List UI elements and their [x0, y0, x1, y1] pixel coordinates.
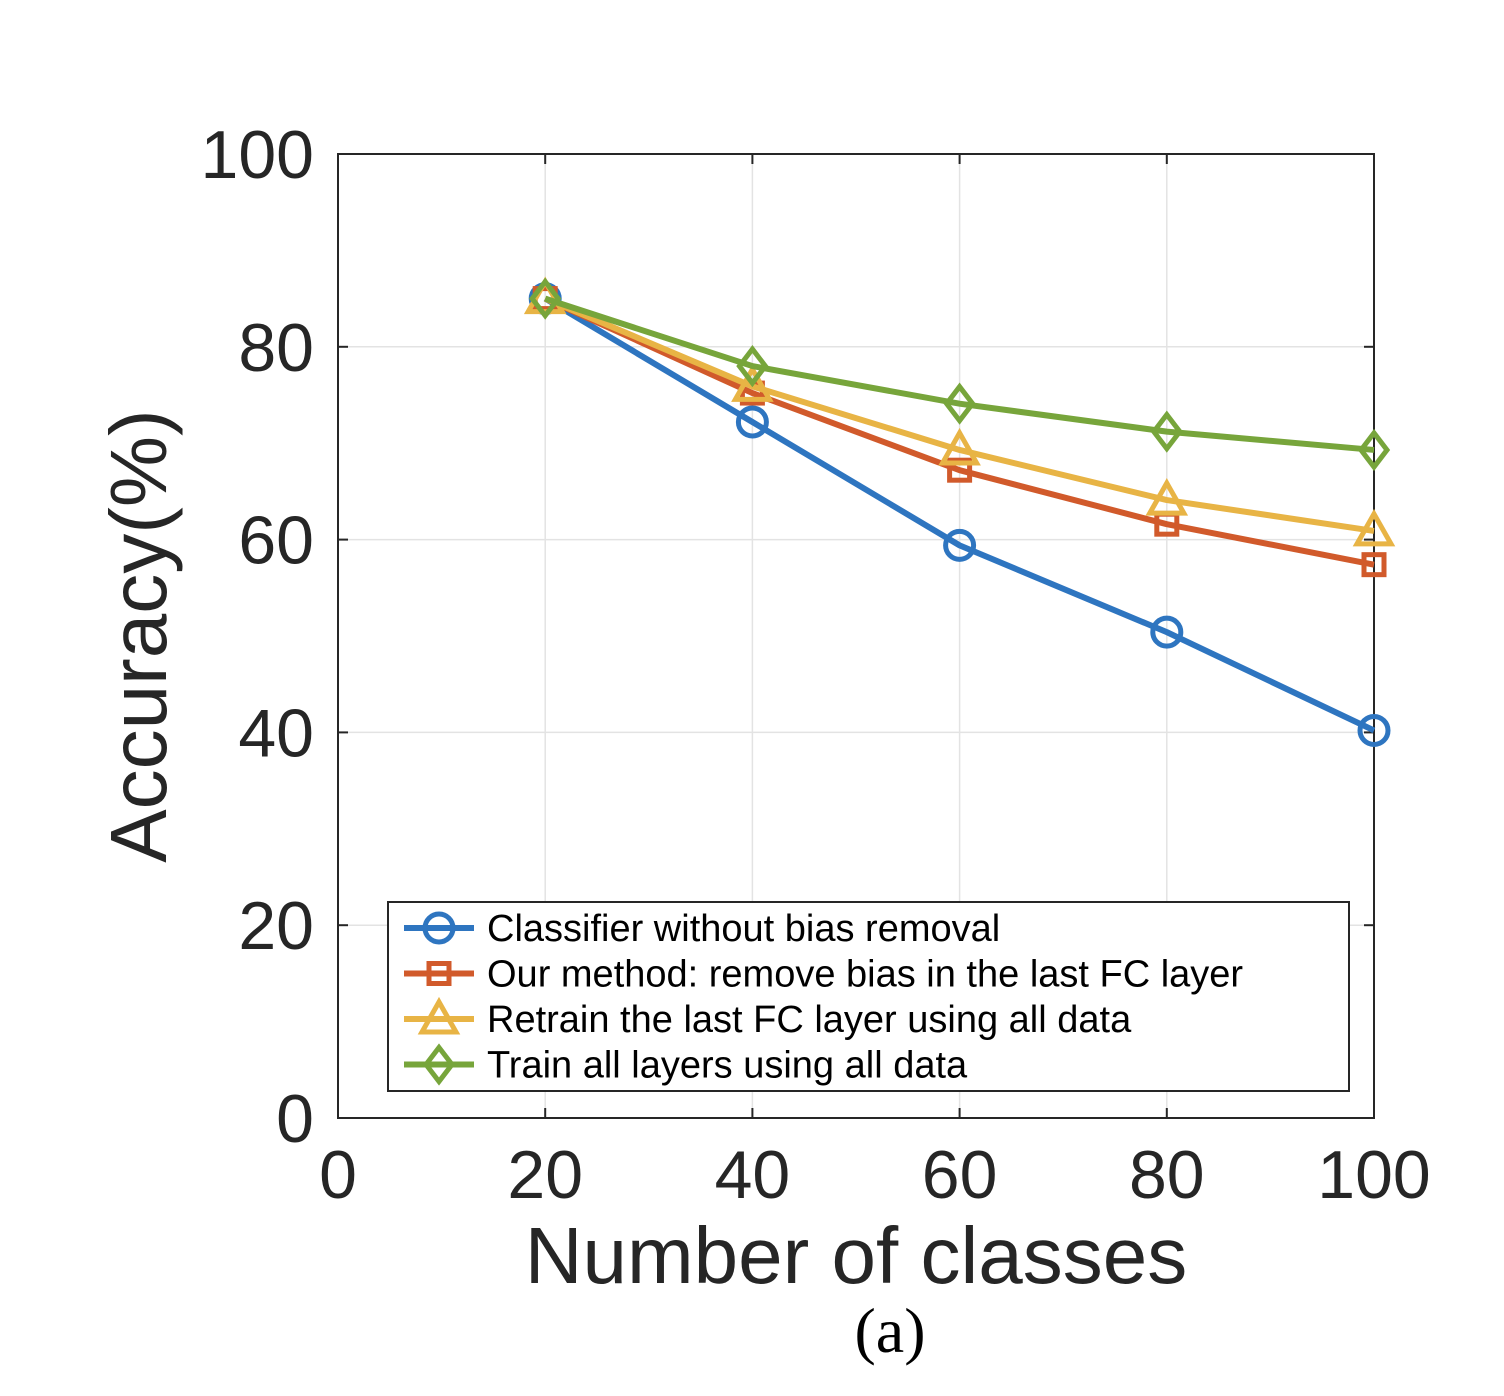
x-tick-label: 100 — [1317, 1137, 1430, 1213]
y-tick-label: 100 — [201, 117, 314, 193]
data-point — [1150, 410, 1183, 453]
data-point — [1357, 713, 1391, 747]
legend-label: Classifier without bias removal — [487, 908, 1000, 950]
data-point — [1361, 552, 1387, 578]
y-tick-label: 40 — [238, 695, 314, 771]
y-tick-label: 0 — [276, 1081, 314, 1157]
data-point — [947, 457, 973, 483]
legend-box — [387, 901, 1350, 1092]
data-point — [943, 382, 976, 425]
axis-ticks: 0 20 40 60 80 100 0 20 40 60 80 100 — [201, 117, 1431, 1213]
data-point — [736, 344, 769, 388]
x-tick-label: 40 — [715, 1137, 791, 1213]
legend-label: Retrain the last FC layer using all data — [487, 999, 1132, 1041]
legend-marker — [422, 1043, 456, 1086]
legend-marker — [422, 911, 456, 945]
y-tick-label: 60 — [238, 503, 314, 579]
data-point — [1352, 508, 1396, 547]
data-point — [735, 405, 769, 439]
legend-item: Retrain the last FC layer using all data — [404, 996, 1132, 1041]
data-point — [731, 364, 774, 402]
y-axis-label: Accuracy(%) — [94, 409, 183, 862]
x-axis-label: Number of classes — [525, 1211, 1187, 1300]
legend-item: Train all layers using all data — [404, 1043, 968, 1087]
series-line — [544, 295, 1375, 453]
legend-marker — [417, 996, 461, 1035]
series-group — [523, 276, 1396, 747]
data-point — [529, 277, 562, 320]
y-tick-label: 80 — [238, 310, 314, 386]
series-line — [543, 296, 1376, 734]
data-point — [943, 528, 977, 562]
y-tick-label: 20 — [238, 888, 314, 964]
data-point — [1145, 478, 1189, 516]
legend-item: Our method: remove bias in the last FC l… — [404, 954, 1243, 996]
series-line — [544, 295, 1375, 534]
x-tick-label: 0 — [319, 1137, 357, 1213]
x-tick-label: 20 — [507, 1137, 583, 1213]
figure-caption: (a) — [854, 1295, 925, 1366]
x-tick-label: 80 — [1129, 1137, 1205, 1213]
series-line — [543, 295, 1375, 568]
data-point — [1150, 615, 1184, 649]
data-point — [938, 427, 981, 466]
legend-item: Classifier without bias removal — [404, 908, 1000, 950]
data-point — [1357, 428, 1391, 472]
series-diamond — [529, 277, 1391, 472]
x-tick-label: 60 — [922, 1137, 998, 1213]
plot-area-frame — [337, 153, 1375, 1119]
legend-marker — [426, 961, 452, 986]
legend-label: Our method: remove bias in the last FC l… — [487, 954, 1243, 996]
legend-label: Train all layers using all data — [487, 1045, 968, 1087]
